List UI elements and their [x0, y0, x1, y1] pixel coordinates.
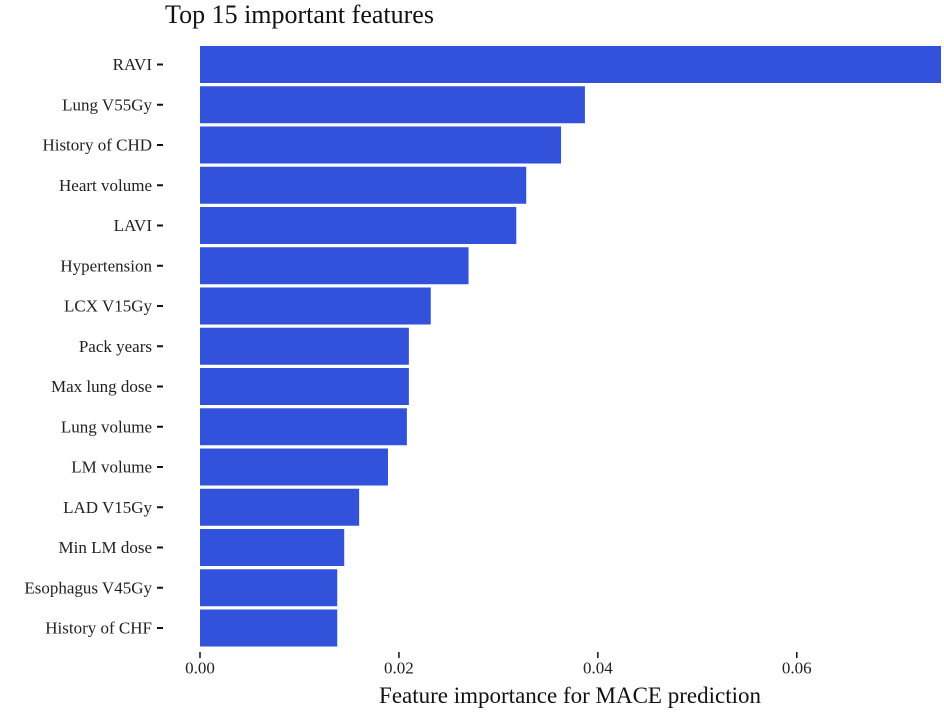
y-tick-label: LAVI: [114, 216, 153, 235]
y-tick-label: Heart volume: [59, 176, 152, 195]
bar-lavi: [200, 207, 517, 244]
bar-history-of-chd: [200, 126, 562, 164]
y-tick-label: Lung volume: [61, 417, 152, 436]
y-tick-label: Max lung dose: [51, 377, 152, 396]
y-tick-label: Lung V55Gy: [62, 95, 152, 114]
y-tick-label: History of CHF: [45, 619, 152, 638]
x-tick-label: 0.00: [185, 659, 215, 678]
y-axis: RAVI Lung V55Gy History of CHD Heart volume…: [24, 55, 163, 638]
bar-history-of-chf: [200, 609, 338, 647]
bar-hypertension: [200, 247, 469, 285]
y-tick-label: Min LM dose: [59, 538, 153, 557]
bars-layer: [200, 46, 941, 647]
bar-lad-v15gy: [200, 488, 360, 526]
y-tick-label: RAVI: [113, 55, 153, 74]
bar-esophagus-v45gy: [200, 569, 338, 607]
bar-ravi: [200, 46, 941, 83]
y-tick-label: Hypertension: [60, 256, 152, 275]
y-tick-label: LM volume: [71, 458, 152, 477]
y-tick-label: Pack years: [79, 337, 152, 356]
bar-lcx-v15gy: [200, 287, 431, 325]
chart-title: Top 15 important features: [165, 0, 434, 29]
y-tick-label: Esophagus V45Gy: [24, 578, 152, 597]
x-axis-label: Feature importance for MACE prediction: [379, 683, 761, 708]
y-tick-label: LCX V15Gy: [64, 297, 152, 316]
y-tick-label: LAD V15Gy: [63, 498, 152, 517]
bar-heart-volume: [200, 166, 527, 204]
y-tick-label: History of CHD: [42, 136, 152, 155]
bar-pack-years: [200, 327, 409, 365]
bar-lung-volume: [200, 408, 407, 446]
x-tick-label: 0.04: [583, 659, 613, 678]
x-axis: 0.00 0.02 0.04 0.06: [185, 652, 812, 678]
x-tick-label: 0.06: [782, 659, 812, 678]
bar-lm-volume: [200, 448, 388, 486]
bar-min-lm-dose: [200, 529, 345, 566]
bar-lung-v55gy: [200, 86, 585, 124]
bar-max-lung-dose: [200, 368, 409, 405]
x-tick-label: 0.02: [384, 659, 414, 678]
